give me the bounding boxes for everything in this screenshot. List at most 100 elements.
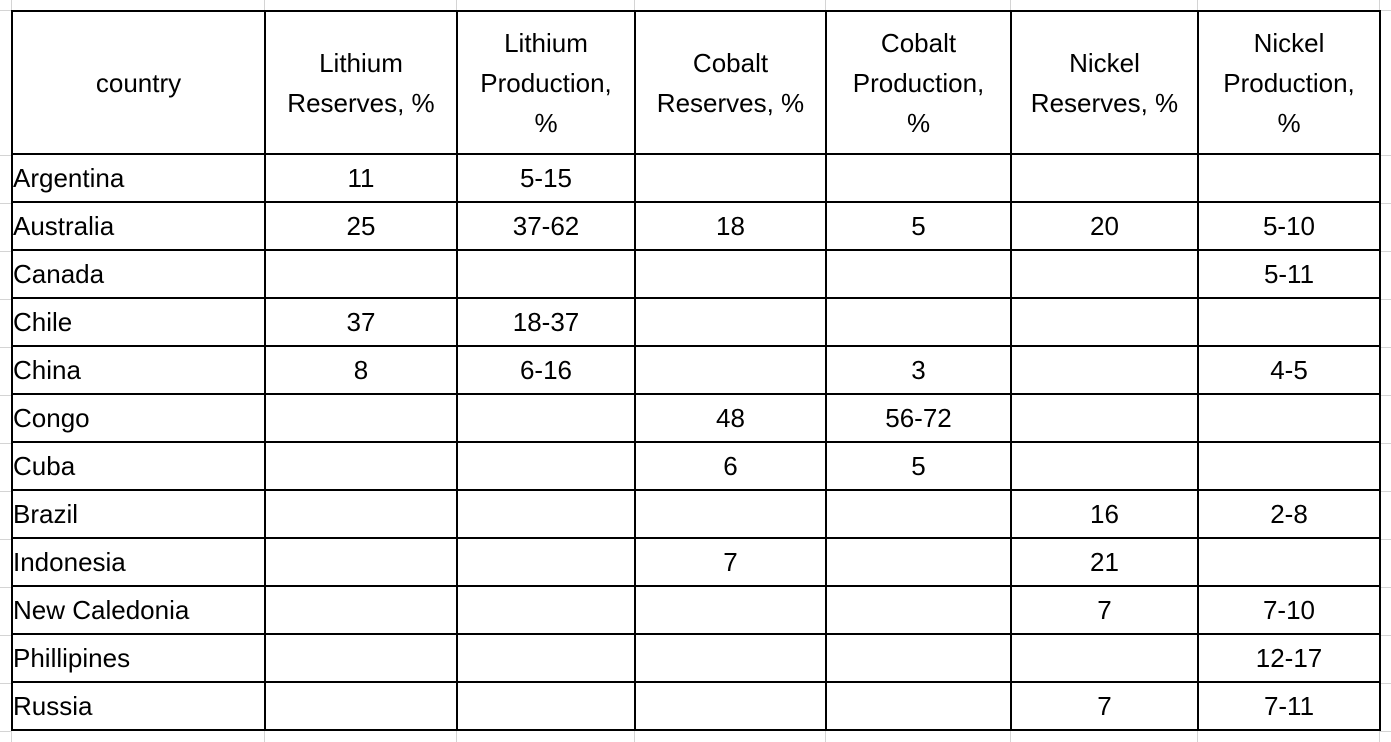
value-cell-cobalt-production[interactable] [825, 585, 1012, 635]
country-cell[interactable]: Phillipines [11, 633, 266, 683]
value-cell-cobalt-reserves[interactable]: 48 [634, 393, 827, 443]
value-cell-nickel-reserves[interactable] [1010, 297, 1199, 347]
value-cell-cobalt-reserves[interactable]: 18 [634, 201, 827, 251]
value-cell-lithium-reserves[interactable]: 37 [264, 297, 458, 347]
value-cell-lithium-reserves[interactable] [264, 441, 458, 491]
country-cell[interactable]: Argentina [11, 153, 266, 203]
value-cell-cobalt-reserves[interactable] [634, 489, 827, 539]
value-cell-cobalt-production[interactable]: 56-72 [825, 393, 1012, 443]
country-cell[interactable]: Brazil [11, 489, 266, 539]
value-cell-lithium-production[interactable] [456, 633, 636, 683]
country-cell[interactable]: Indonesia [11, 537, 266, 587]
value-cell-lithium-production[interactable] [456, 489, 636, 539]
value-cell-nickel-production[interactable]: 7-10 [1197, 585, 1381, 635]
value-cell-lithium-production[interactable]: 6-16 [456, 345, 636, 395]
value-cell-cobalt-reserves[interactable] [634, 345, 827, 395]
value-cell-nickel-reserves[interactable] [1010, 393, 1199, 443]
value-cell-nickel-production[interactable] [1197, 297, 1381, 347]
value-cell-nickel-reserves[interactable] [1010, 441, 1199, 491]
gridline-fragment [0, 539, 11, 540]
value-cell-nickel-production[interactable]: 2-8 [1197, 489, 1381, 539]
country-cell[interactable]: Russia [11, 681, 266, 731]
country-cell[interactable]: New Caledonia [11, 585, 266, 635]
value-cell-cobalt-production[interactable]: 5 [825, 441, 1012, 491]
value-cell-lithium-reserves[interactable] [264, 537, 458, 587]
gridline-fragment [0, 731, 11, 732]
value-cell-cobalt-production[interactable]: 3 [825, 345, 1012, 395]
header-cell-cobalt-production[interactable]: Cobalt Production, % [825, 10, 1012, 155]
value-cell-lithium-production[interactable]: 37-62 [456, 201, 636, 251]
value-cell-nickel-reserves[interactable]: 7 [1010, 681, 1199, 731]
value-cell-nickel-reserves[interactable]: 21 [1010, 537, 1199, 587]
value-cell-nickel-production[interactable]: 7-11 [1197, 681, 1381, 731]
value-cell-nickel-reserves[interactable] [1010, 153, 1199, 203]
value-cell-lithium-reserves[interactable] [264, 393, 458, 443]
value-cell-cobalt-production[interactable] [825, 249, 1012, 299]
value-cell-cobalt-production[interactable] [825, 537, 1012, 587]
value-cell-cobalt-production[interactable] [825, 681, 1012, 731]
value-cell-nickel-production[interactable] [1197, 441, 1381, 491]
value-cell-nickel-production[interactable] [1197, 537, 1381, 587]
value-cell-cobalt-production[interactable] [825, 633, 1012, 683]
value-cell-lithium-reserves[interactable] [264, 681, 458, 731]
value-cell-lithium-production[interactable] [456, 249, 636, 299]
value-cell-lithium-production[interactable] [456, 441, 636, 491]
gridline-fragment [1379, 203, 1391, 204]
gridline-fragment [1379, 155, 1391, 156]
gridline-fragment [1197, 731, 1198, 742]
table-row: Congo 48 56-72 [11, 393, 1381, 443]
header-cell-cobalt-reserves[interactable]: Cobalt Reserves, % [634, 10, 827, 155]
value-cell-lithium-reserves[interactable] [264, 633, 458, 683]
value-cell-nickel-production[interactable] [1197, 153, 1381, 203]
value-cell-lithium-production[interactable]: 5-15 [456, 153, 636, 203]
value-cell-nickel-production[interactable]: 4-5 [1197, 345, 1381, 395]
value-cell-lithium-reserves[interactable] [264, 489, 458, 539]
value-cell-nickel-production[interactable]: 12-17 [1197, 633, 1381, 683]
value-cell-cobalt-reserves[interactable] [634, 633, 827, 683]
value-cell-cobalt-reserves[interactable] [634, 153, 827, 203]
value-cell-nickel-production[interactable] [1197, 393, 1381, 443]
gridline-fragment [0, 587, 11, 588]
value-cell-lithium-reserves[interactable]: 11 [264, 153, 458, 203]
value-cell-cobalt-reserves[interactable] [634, 681, 827, 731]
header-cell-country[interactable]: country [11, 10, 266, 155]
value-cell-lithium-production[interactable]: 18-37 [456, 297, 636, 347]
value-cell-cobalt-reserves[interactable]: 7 [634, 537, 827, 587]
value-cell-nickel-reserves[interactable]: 20 [1010, 201, 1199, 251]
value-cell-nickel-reserves[interactable] [1010, 345, 1199, 395]
value-cell-nickel-production[interactable]: 5-11 [1197, 249, 1381, 299]
value-cell-cobalt-production[interactable] [825, 489, 1012, 539]
value-cell-cobalt-production[interactable]: 5 [825, 201, 1012, 251]
header-cell-nickel-production[interactable]: Nickel Production, % [1197, 10, 1381, 155]
header-cell-nickel-reserves[interactable]: Nickel Reserves, % [1010, 10, 1199, 155]
value-cell-cobalt-reserves[interactable] [634, 585, 827, 635]
country-cell[interactable]: Australia [11, 201, 266, 251]
header-cell-lithium-production[interactable]: Lithium Production, % [456, 10, 636, 155]
value-cell-lithium-reserves[interactable]: 25 [264, 201, 458, 251]
header-cell-lithium-reserves[interactable]: Lithium Reserves, % [264, 10, 458, 155]
value-cell-lithium-production[interactable] [456, 681, 636, 731]
value-cell-lithium-reserves[interactable]: 8 [264, 345, 458, 395]
value-cell-nickel-reserves[interactable] [1010, 249, 1199, 299]
value-cell-cobalt-production[interactable] [825, 297, 1012, 347]
value-cell-nickel-reserves[interactable]: 7 [1010, 585, 1199, 635]
value-cell-lithium-reserves[interactable] [264, 585, 458, 635]
value-cell-cobalt-reserves[interactable]: 6 [634, 441, 827, 491]
value-cell-lithium-reserves[interactable] [264, 249, 458, 299]
value-cell-lithium-production[interactable] [456, 393, 636, 443]
value-cell-lithium-production[interactable] [456, 585, 636, 635]
value-cell-cobalt-production[interactable] [825, 153, 1012, 203]
value-cell-nickel-production[interactable]: 5-10 [1197, 201, 1381, 251]
value-cell-cobalt-reserves[interactable] [634, 249, 827, 299]
country-cell[interactable]: Canada [11, 249, 266, 299]
value-cell-lithium-production[interactable] [456, 537, 636, 587]
country-cell[interactable]: Chile [11, 297, 266, 347]
country-cell[interactable]: China [11, 345, 266, 395]
value-cell-nickel-reserves[interactable]: 16 [1010, 489, 1199, 539]
value-cell-cobalt-reserves[interactable] [634, 297, 827, 347]
table-row: China 8 6-16 3 4-5 [11, 345, 1381, 395]
country-cell[interactable]: Cuba [11, 441, 266, 491]
country-cell[interactable]: Congo [11, 393, 266, 443]
gridline-fragment [456, 731, 457, 742]
value-cell-nickel-reserves[interactable] [1010, 633, 1199, 683]
